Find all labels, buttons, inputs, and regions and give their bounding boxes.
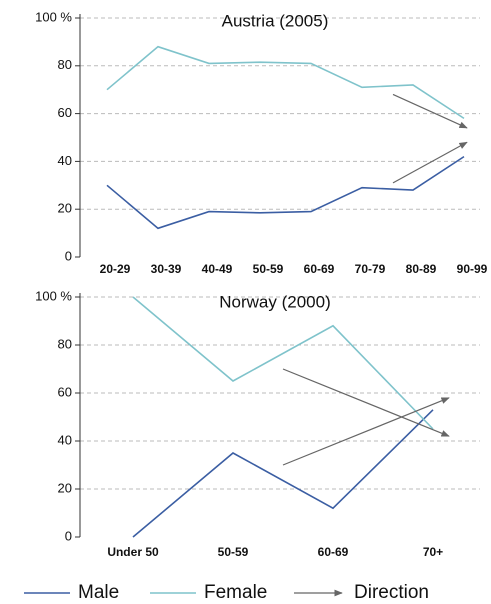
y-tick-label: 60 [58,384,72,399]
y-tick-label: 60 [58,105,72,120]
series-line [106,45,465,120]
direction-arrow [282,397,450,466]
x-tick-label: 30-39 [151,262,182,276]
y-tick-label: 40 [58,153,72,168]
series-line [132,296,434,430]
x-tick-label: 20-29 [100,262,131,276]
legend-label: Direction [354,582,429,603]
y-tick-label: 100 % [35,9,72,24]
y-tick-label: 80 [58,57,72,72]
y-tick-label: 100 % [35,288,72,303]
series-line [106,155,465,230]
x-tick-label: 90-99 [457,262,488,276]
legend: Male Female Direction [24,582,429,603]
direction-arrow [392,141,468,184]
direction-arrow [392,93,468,129]
series-line [132,409,434,538]
y-tick-label: 0 [65,528,72,543]
chart-title: Norway (2000) [219,292,331,311]
x-tick-label: 50-59 [253,262,284,276]
y-tick-label: 80 [58,336,72,351]
legend-label: Female [204,582,267,603]
x-tick-label: Under 50 [107,545,159,559]
y-tick-label: 20 [58,201,72,216]
y-tick-label: 20 [58,480,72,495]
x-tick-label: 60-69 [304,262,335,276]
chart-title: Austria (2005) [222,11,329,30]
x-tick-label: 60-69 [318,545,349,559]
direction-arrow [282,368,450,437]
x-tick-label: 80-89 [406,262,437,276]
y-tick-label: 0 [65,248,72,263]
x-tick-label: 70+ [423,545,443,559]
x-tick-label: 40-49 [202,262,233,276]
y-tick-label: 40 [58,432,72,447]
x-tick-label: 70-79 [355,262,386,276]
legend-label: Male [78,582,119,603]
x-tick-label: 50-59 [218,545,249,559]
